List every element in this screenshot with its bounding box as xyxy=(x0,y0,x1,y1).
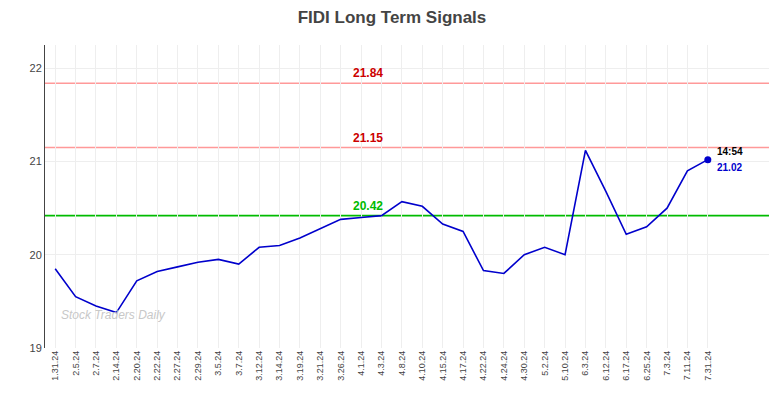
svg-text:3.5.24: 3.5.24 xyxy=(213,351,223,376)
svg-text:21.02: 21.02 xyxy=(717,162,742,173)
svg-text:2.27.24: 2.27.24 xyxy=(172,351,182,381)
svg-text:3.19.24: 3.19.24 xyxy=(295,351,305,381)
svg-text:2.14.24: 2.14.24 xyxy=(111,351,121,381)
svg-text:4.1.24: 4.1.24 xyxy=(356,351,366,376)
svg-text:5.2.24: 5.2.24 xyxy=(540,351,550,376)
svg-text:4.17.24: 4.17.24 xyxy=(458,351,468,381)
svg-text:FIDI Long Term Signals: FIDI Long Term Signals xyxy=(298,8,487,27)
svg-text:7.31.24: 7.31.24 xyxy=(703,351,713,381)
svg-text:6.17.24: 6.17.24 xyxy=(621,351,631,381)
svg-text:22: 22 xyxy=(30,62,42,74)
svg-text:19: 19 xyxy=(30,342,42,354)
svg-text:4.30.24: 4.30.24 xyxy=(519,351,529,381)
svg-text:21.84: 21.84 xyxy=(353,66,383,80)
svg-text:4.24.24: 4.24.24 xyxy=(499,351,509,381)
svg-text:6.12.24: 6.12.24 xyxy=(601,351,611,381)
svg-text:2.5.24: 2.5.24 xyxy=(71,351,81,376)
svg-text:3.26.24: 3.26.24 xyxy=(336,351,346,381)
svg-text:1.31.24: 1.31.24 xyxy=(50,351,60,381)
svg-text:21: 21 xyxy=(30,155,42,167)
svg-text:4.15.24: 4.15.24 xyxy=(438,351,448,381)
svg-text:21.15: 21.15 xyxy=(353,131,383,145)
svg-text:2.29.24: 2.29.24 xyxy=(193,351,203,381)
svg-text:7.3.24: 7.3.24 xyxy=(662,351,672,376)
svg-text:2.7.24: 2.7.24 xyxy=(91,351,101,376)
svg-text:3.14.24: 3.14.24 xyxy=(274,351,284,381)
svg-text:6.3.24: 6.3.24 xyxy=(580,351,590,376)
svg-text:3.7.24: 3.7.24 xyxy=(234,351,244,376)
svg-text:6.25.24: 6.25.24 xyxy=(642,351,652,381)
svg-text:4.3.24: 4.3.24 xyxy=(376,351,386,376)
svg-text:4.22.24: 4.22.24 xyxy=(478,351,488,381)
svg-text:2.20.24: 2.20.24 xyxy=(132,351,142,381)
svg-text:14:54: 14:54 xyxy=(717,146,743,157)
svg-text:4.10.24: 4.10.24 xyxy=(417,351,427,381)
svg-text:5.10.24: 5.10.24 xyxy=(560,351,570,381)
svg-text:Stock Traders Daily: Stock Traders Daily xyxy=(61,308,166,322)
svg-text:4.8.24: 4.8.24 xyxy=(397,351,407,376)
svg-text:2.22.24: 2.22.24 xyxy=(152,351,162,381)
svg-text:20: 20 xyxy=(30,249,42,261)
svg-text:20.42: 20.42 xyxy=(353,199,383,213)
svg-text:3.21.24: 3.21.24 xyxy=(315,351,325,381)
svg-text:7.11.24: 7.11.24 xyxy=(682,351,692,380)
svg-text:3.12.24: 3.12.24 xyxy=(254,351,264,381)
